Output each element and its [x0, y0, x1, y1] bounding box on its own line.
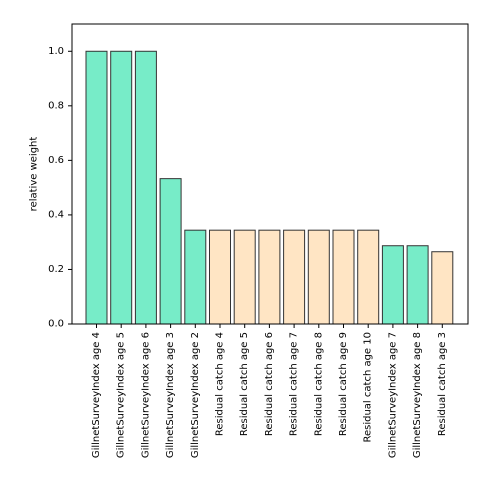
- bar: [159, 178, 182, 325]
- bar: [357, 229, 380, 325]
- x-tick-label: Residual catch age 9: [338, 332, 349, 436]
- bar: [431, 251, 454, 325]
- bars-group: [85, 50, 454, 325]
- x-tick-label: Residual catch age 3: [437, 332, 448, 436]
- x-tick-label: Residual catch age 8: [313, 332, 324, 436]
- x-tick-label: GillnetSurveyIndex age 4: [91, 332, 102, 458]
- bar: [307, 229, 330, 325]
- x-tick-label: GillnetSurveyIndex age 8: [412, 332, 423, 458]
- x-tick-label: Residual catch age 4: [215, 332, 226, 436]
- bar: [283, 229, 306, 325]
- y-tick-label: 0.2: [48, 264, 64, 275]
- x-tick-label: GillnetSurveyIndex age 2: [190, 332, 201, 458]
- bar: [233, 229, 256, 325]
- bar: [381, 245, 404, 325]
- x-tick-label: Residual catch age 6: [264, 332, 275, 436]
- bar: [332, 229, 355, 325]
- bar: [406, 245, 429, 325]
- x-tick-label: Residual catch age 7: [289, 332, 300, 436]
- x-tick-label: GillnetSurveyIndex age 3: [165, 332, 176, 458]
- bar: [209, 229, 231, 325]
- bar: [134, 50, 157, 325]
- x-tick-label: GillnetSurveyIndex age 5: [116, 332, 127, 458]
- x-tick-label: Residual catch age 5: [239, 332, 250, 436]
- y-tick-label: 0.0: [48, 319, 64, 330]
- y-tick-label: 0.8: [48, 100, 64, 111]
- bar: [110, 50, 133, 325]
- y-tick-label: 1.0: [48, 46, 64, 57]
- y-tick-label: 0.6: [48, 155, 64, 166]
- bar: [184, 229, 207, 325]
- y-tick-label: 0.4: [48, 209, 64, 220]
- x-tick-label: Residual catch age 10: [363, 332, 374, 443]
- y-axis: 0.0 0.2 0.4 0.6 0.8 1.0: [48, 46, 72, 330]
- bar: [258, 229, 281, 325]
- x-axis: GillnetSurveyIndex age 4 GillnetSurveyInd…: [91, 324, 448, 458]
- x-tick-label: GillnetSurveyIndex age 6: [140, 332, 151, 458]
- bar: [85, 50, 108, 325]
- plot-frame: [71, 23, 469, 325]
- x-tick-label: GillnetSurveyIndex age 7: [387, 332, 398, 458]
- y-axis-label: relative weight: [29, 137, 40, 212]
